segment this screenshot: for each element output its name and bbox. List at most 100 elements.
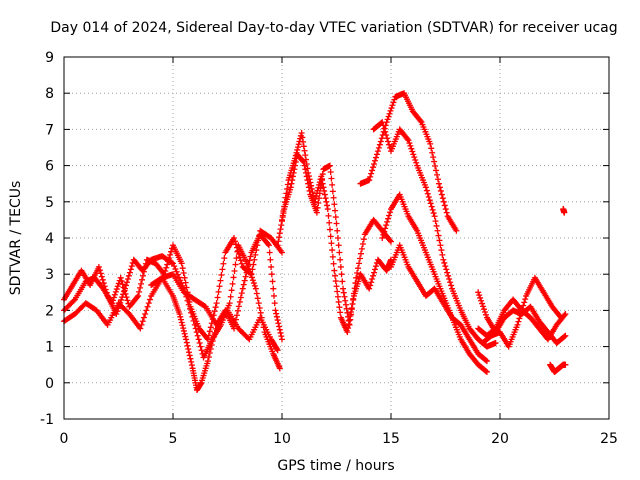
data-point-marker	[197, 343, 204, 350]
data-point-marker	[276, 230, 283, 237]
data-point-marker	[112, 288, 119, 295]
data-point-marker	[166, 255, 173, 262]
data-point-marker	[562, 332, 569, 339]
data-point-marker	[367, 282, 374, 289]
data-point-marker	[198, 347, 205, 354]
data-point-marker	[329, 247, 336, 254]
data-point-marker	[372, 266, 379, 273]
data-point-marker	[316, 195, 323, 202]
data-point-marker	[436, 184, 443, 191]
data-point-marker	[251, 256, 258, 263]
data-point-marker	[289, 173, 296, 180]
data-point-marker	[301, 162, 308, 169]
data-point-marker	[483, 358, 490, 365]
data-point-marker	[279, 214, 286, 221]
data-point-marker	[187, 355, 194, 362]
data-point-marker	[372, 263, 379, 270]
data-point-marker	[388, 105, 395, 112]
series-track-11	[475, 289, 569, 346]
data-point-marker	[100, 280, 107, 287]
data-point-marker	[292, 158, 299, 165]
data-point-marker	[331, 201, 338, 208]
data-point-marker	[411, 154, 418, 161]
data-point-marker	[204, 336, 211, 343]
data-point-marker	[333, 220, 340, 227]
data-point-marker	[208, 341, 215, 348]
series-track-8	[370, 119, 499, 350]
data-point-marker	[382, 225, 389, 232]
data-point-marker	[218, 272, 225, 279]
data-point-marker	[165, 258, 172, 265]
data-point-marker	[315, 200, 322, 207]
data-point-marker	[176, 274, 183, 281]
data-point-marker	[161, 271, 168, 278]
data-point-marker	[439, 195, 446, 202]
plot-frame	[63, 56, 610, 420]
data-point-marker	[115, 305, 122, 312]
data-point-marker	[177, 277, 184, 284]
data-point-marker	[164, 261, 171, 268]
data-point-marker	[233, 312, 240, 319]
data-point-marker	[349, 300, 356, 307]
data-point-marker	[108, 300, 115, 307]
data-point-marker	[372, 157, 379, 164]
y-tick-label: 5	[45, 195, 54, 211]
data-point-marker	[453, 227, 460, 234]
data-point-marker	[114, 283, 121, 290]
data-point-marker	[193, 329, 200, 336]
data-point-marker	[433, 167, 440, 174]
data-point-marker	[217, 277, 224, 284]
data-point-marker	[205, 354, 212, 361]
data-point-marker	[275, 320, 282, 327]
data-point-marker	[220, 260, 227, 267]
data-point-marker	[336, 249, 343, 256]
data-point-marker	[188, 358, 195, 365]
data-point-marker	[334, 288, 341, 295]
data-point-marker	[348, 311, 355, 318]
data-point-marker	[368, 170, 375, 177]
data-point-marker	[70, 297, 77, 304]
data-point-marker	[138, 280, 145, 287]
data-point-marker	[271, 300, 278, 307]
data-point-marker	[117, 299, 124, 306]
data-point-marker	[136, 288, 143, 295]
data-point-marker	[269, 278, 276, 285]
data-point-marker	[333, 283, 340, 290]
data-point-marker	[334, 235, 341, 241]
data-point-marker	[256, 304, 263, 311]
data-point-marker	[381, 125, 388, 132]
data-point-marker	[174, 271, 181, 278]
data-point-marker	[114, 308, 121, 315]
data-point-marker	[221, 255, 228, 262]
data-point-marker	[273, 313, 280, 320]
data-point-marker	[265, 242, 272, 249]
data-point-marker	[386, 212, 393, 219]
data-point-marker	[340, 285, 347, 292]
data-point-marker	[298, 130, 305, 137]
data-point-marker	[385, 215, 392, 222]
data-point-marker	[435, 232, 442, 239]
data-point-marker	[354, 269, 361, 276]
data-point-marker	[440, 198, 447, 205]
data-point-marker	[176, 311, 183, 318]
data-point-marker	[385, 138, 392, 145]
data-point-marker	[329, 188, 336, 195]
data-point-marker	[366, 177, 373, 184]
y-tick-label: 6	[45, 159, 54, 175]
data-point-marker	[448, 282, 455, 289]
y-tick-label: 7	[45, 122, 54, 138]
data-point-marker	[179, 282, 186, 289]
data-point-marker	[186, 352, 193, 359]
data-point-marker	[409, 148, 416, 155]
data-point-marker	[135, 292, 142, 299]
data-point-marker	[318, 180, 325, 187]
data-point-marker	[196, 339, 203, 346]
data-point-marker	[357, 250, 364, 257]
data-point-marker	[404, 136, 411, 143]
data-point-marker	[179, 265, 186, 272]
data-point-marker	[237, 294, 244, 301]
data-point-marker	[440, 256, 447, 263]
data-point-marker	[194, 332, 201, 339]
data-point-marker	[335, 242, 342, 249]
data-point-marker	[304, 177, 311, 184]
